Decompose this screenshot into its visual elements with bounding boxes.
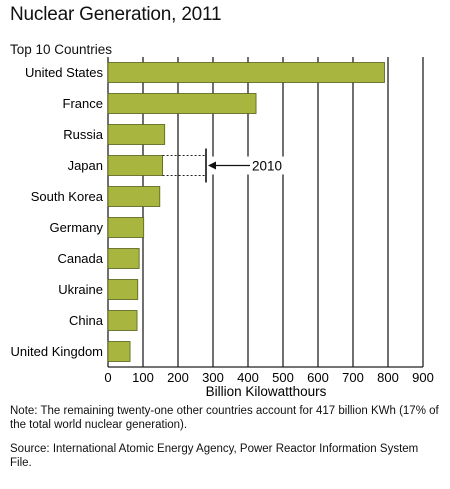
bar — [107, 93, 257, 114]
annotation-label: 2010 — [252, 159, 282, 174]
chart-source: Source: International Atomic Energy Agen… — [10, 443, 419, 469]
annotation-arrowhead — [208, 161, 216, 170]
x-tick-label: 500 — [272, 370, 294, 385]
bar — [107, 341, 131, 362]
bar — [107, 310, 138, 331]
bar — [107, 124, 166, 145]
category-label: Ukraine — [58, 282, 103, 297]
bar — [107, 279, 139, 300]
category-label: Canada — [57, 251, 103, 266]
category-label: France — [63, 96, 103, 111]
category-label: United States — [25, 65, 104, 80]
chart-title: Nuclear Generation, 2011 — [10, 4, 222, 25]
bar — [107, 248, 140, 269]
category-label: Russia — [63, 127, 104, 142]
x-tick-label: 300 — [202, 370, 224, 385]
x-tick-label: 400 — [237, 370, 259, 385]
bar — [107, 217, 145, 238]
x-tick-label: 600 — [307, 370, 329, 385]
bar-chart: 2010 United States France Russia Japan South… — [11, 57, 434, 399]
x-tick-label: 800 — [377, 370, 399, 385]
x-axis-label: Billion Kilowatthours — [206, 384, 327, 399]
category-label: South Korea — [31, 189, 104, 204]
x-tick-label: 100 — [132, 370, 154, 385]
bar — [107, 186, 161, 207]
chart-subtitle: Top 10 Countries — [10, 42, 113, 57]
x-tick-label: 700 — [342, 370, 364, 385]
category-label: Japan — [68, 158, 103, 173]
category-label: Germany — [50, 220, 104, 235]
x-tick-label: 200 — [167, 370, 189, 385]
bar — [107, 62, 385, 83]
chart-note: Note: The remaining twenty-one other cou… — [10, 405, 439, 431]
x-tick-label: 900 — [412, 370, 434, 385]
bar — [107, 155, 163, 176]
category-label: United Kingdom — [11, 344, 104, 359]
x-tick-label: 0 — [104, 370, 111, 385]
category-label: China — [69, 313, 104, 328]
